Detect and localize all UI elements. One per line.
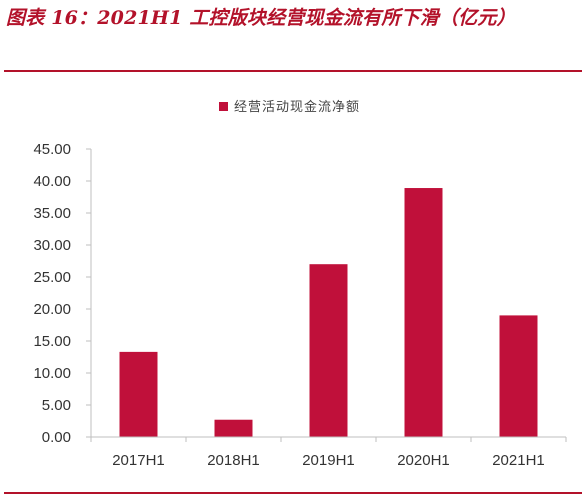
x-tick-label: 2021H1 — [492, 452, 545, 469]
y-tick-label: 15.00 — [33, 333, 71, 350]
y-tick-label: 25.00 — [33, 269, 71, 286]
bars — [119, 188, 538, 437]
title-divider — [4, 70, 582, 72]
y-tick-label: 5.00 — [42, 397, 71, 414]
x-axis: 2017H1 2018H1 2019H1 2020H1 2021H1 — [90, 437, 567, 469]
y-tick-label: 10.00 — [33, 365, 71, 382]
legend-label: 经营活动现金流净额 — [234, 99, 360, 115]
x-tick-label: 2017H1 — [112, 452, 165, 469]
y-tick-label: 20.00 — [33, 301, 71, 318]
bar-2017H1 — [119, 351, 158, 437]
legend-swatch — [219, 102, 228, 111]
bottom-divider — [4, 492, 582, 494]
y-tick-label: 30.00 — [33, 237, 71, 254]
y-tick-label: 35.00 — [33, 205, 71, 222]
y-tick-label: 45.00 — [33, 141, 71, 158]
y-tick-label: 40.00 — [33, 173, 71, 190]
legend: 经营活动现金流净额 — [219, 99, 360, 115]
figure-title: 图表 16：2021H1 工控版块经营现金流有所下滑（亿元） — [6, 7, 516, 29]
x-tick-label: 2019H1 — [302, 452, 355, 469]
bar-2019H1 — [309, 264, 348, 437]
x-tick-label: 2020H1 — [397, 452, 450, 469]
y-tick-label: 0.00 — [42, 429, 71, 446]
bar-2020H1 — [404, 188, 443, 437]
bar-2021H1 — [499, 315, 538, 437]
bar-2018H1 — [214, 419, 253, 437]
x-tick-label: 2018H1 — [207, 452, 260, 469]
y-axis: 0.00 5.00 10.00 15.00 20.00 25.00 30.00 35.00 40… — [33, 141, 92, 446]
